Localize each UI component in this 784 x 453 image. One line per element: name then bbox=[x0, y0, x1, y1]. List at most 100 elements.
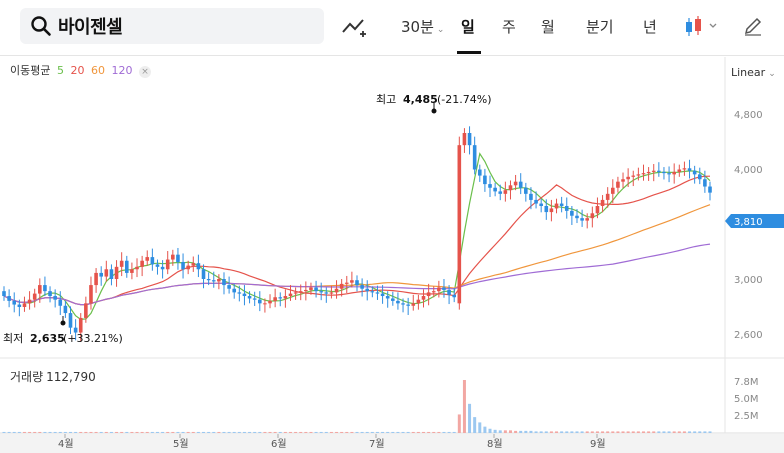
candle-body bbox=[498, 191, 503, 194]
low-label: 최저 bbox=[3, 332, 23, 345]
candle-body bbox=[641, 173, 646, 175]
close-icon[interactable]: × bbox=[138, 66, 151, 78]
candle-body bbox=[191, 263, 196, 266]
volume-bar bbox=[53, 431, 57, 433]
candle-body bbox=[518, 181, 523, 188]
volume-bar bbox=[253, 431, 257, 433]
candle-body bbox=[273, 297, 277, 301]
candle-body bbox=[431, 291, 436, 293]
candle-body bbox=[119, 260, 124, 267]
volume-bar bbox=[309, 431, 313, 433]
candle-body bbox=[421, 296, 426, 300]
candle-body bbox=[283, 296, 288, 299]
volume-bar bbox=[688, 431, 692, 433]
volume-bar bbox=[248, 431, 252, 433]
chart-toolbar: 바이젠셀 30분 ⌄ 일 주 월 분기 년 bbox=[0, 0, 784, 56]
low-value: 2,635 bbox=[30, 332, 65, 345]
candle-body bbox=[687, 168, 692, 171]
volume-bar bbox=[708, 431, 712, 433]
volume-bar bbox=[703, 431, 707, 433]
candle-body bbox=[165, 259, 170, 270]
candle-body bbox=[411, 303, 416, 306]
candle-body bbox=[22, 303, 27, 307]
candle-body bbox=[288, 293, 293, 297]
volume-bar bbox=[693, 431, 697, 433]
candle-body bbox=[43, 285, 47, 292]
candle-body bbox=[89, 285, 93, 304]
tab-quarter[interactable]: 분기 bbox=[586, 18, 614, 36]
candlestick-icon[interactable] bbox=[684, 15, 718, 43]
search-icon[interactable] bbox=[30, 15, 52, 37]
volume-bar bbox=[166, 431, 170, 433]
candle-body bbox=[524, 187, 528, 194]
candle-body bbox=[222, 279, 226, 286]
candle-body bbox=[677, 169, 682, 172]
volume-bar bbox=[457, 414, 461, 433]
current-price: 3,810 bbox=[734, 217, 763, 228]
volume-bar bbox=[381, 431, 385, 433]
candle-body bbox=[38, 285, 42, 294]
volume-bar bbox=[79, 431, 83, 433]
volume-bar bbox=[268, 431, 272, 433]
volume-bar bbox=[28, 431, 32, 433]
candle-body bbox=[2, 291, 6, 297]
interval-selector[interactable]: 30분 ⌄ bbox=[401, 16, 444, 37]
volume-bar bbox=[258, 431, 262, 433]
volume-bar bbox=[396, 431, 400, 433]
volume-bar bbox=[355, 431, 359, 433]
time-label: 5월 bbox=[173, 438, 189, 450]
search-box[interactable]: 바이젠셀 bbox=[20, 8, 324, 44]
volume-bar bbox=[539, 431, 543, 433]
volume-bar bbox=[544, 431, 548, 433]
tab-year[interactable]: 년 bbox=[643, 18, 657, 36]
volume-bar bbox=[662, 431, 666, 433]
volume-bar bbox=[360, 431, 364, 433]
trend-add-icon[interactable] bbox=[342, 14, 368, 42]
volume-bar bbox=[2, 431, 6, 433]
volume-bar bbox=[437, 431, 441, 433]
candle-body bbox=[109, 269, 114, 279]
volume-bar bbox=[519, 430, 523, 433]
candle-body bbox=[477, 169, 482, 176]
candle-body bbox=[672, 171, 676, 175]
volume-bar bbox=[335, 431, 339, 433]
volume-bar bbox=[135, 431, 139, 433]
scale-mode-selector[interactable]: Linear ⌄ bbox=[731, 66, 776, 79]
candle-body bbox=[206, 279, 211, 281]
volume-bar bbox=[549, 431, 553, 433]
price-tick: 2,600 bbox=[734, 330, 763, 341]
moving-average-legend[interactable]: 이동평균 5 20 60 120 × bbox=[10, 62, 154, 78]
time-label: 8월 bbox=[487, 438, 503, 450]
volume-bar bbox=[304, 431, 308, 433]
volume-bar bbox=[212, 431, 216, 433]
candle-body bbox=[549, 208, 554, 213]
candle-body bbox=[462, 133, 467, 146]
candle-body bbox=[580, 218, 584, 221]
volume-bar bbox=[33, 431, 37, 433]
tab-week[interactable]: 주 bbox=[502, 18, 516, 36]
tab-month[interactable]: 월 bbox=[541, 18, 555, 36]
pencil-icon[interactable] bbox=[743, 16, 763, 40]
volume-bar bbox=[473, 417, 477, 433]
candle-body bbox=[370, 291, 375, 293]
volume-bar bbox=[636, 431, 640, 433]
volume-bar bbox=[278, 431, 282, 433]
candle-body bbox=[319, 291, 323, 293]
volume-bar bbox=[508, 430, 512, 433]
moving-average-lines bbox=[3, 152, 711, 321]
volume-bar bbox=[319, 431, 323, 433]
volume-bar bbox=[560, 431, 564, 433]
volume-bar bbox=[391, 431, 395, 433]
candle-body bbox=[298, 291, 303, 293]
tab-day[interactable]: 일 bbox=[461, 18, 475, 36]
candle-body bbox=[651, 170, 656, 172]
volume-bar bbox=[565, 431, 569, 433]
search-query[interactable]: 바이젠셀 bbox=[58, 17, 123, 38]
candle-body bbox=[539, 203, 543, 206]
candle-body bbox=[590, 213, 595, 219]
candle-body bbox=[391, 298, 395, 301]
ma-legend-label: 이동평균 bbox=[10, 64, 51, 77]
candle-body bbox=[493, 187, 497, 192]
volume-bar bbox=[186, 431, 190, 433]
volume-bar bbox=[585, 431, 589, 433]
